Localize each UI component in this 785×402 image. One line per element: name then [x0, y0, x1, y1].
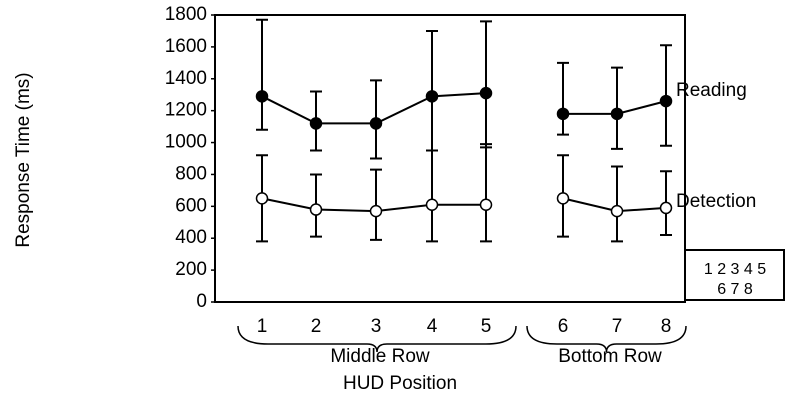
series-label: Reading	[676, 80, 747, 101]
series-line	[261, 197, 667, 213]
error-bar	[557, 61, 569, 136]
x-tick-label: 8	[661, 316, 672, 337]
series-label: Detection	[676, 191, 756, 212]
marker	[309, 117, 323, 130]
plot-frame	[214, 14, 686, 303]
y-tick-label: 200	[175, 259, 207, 280]
x-axis-label: HUD Position	[343, 373, 457, 394]
marker	[255, 192, 269, 205]
marker	[309, 203, 323, 216]
x-tick-label: 1	[257, 316, 268, 337]
marker	[610, 107, 624, 121]
marker	[556, 192, 570, 205]
error-bar	[370, 168, 382, 241]
y-tick-label: 1200	[165, 100, 207, 121]
x-tick-label: 4	[427, 316, 438, 337]
marker	[610, 204, 624, 218]
inset-box	[684, 249, 785, 301]
marker	[255, 90, 269, 103]
error-bar	[480, 143, 492, 243]
y-tick-label: 1800	[165, 4, 207, 25]
x-tick-label: 6	[558, 316, 569, 337]
series-line	[261, 92, 667, 125]
x-tick-label: 5	[481, 316, 492, 337]
marker	[659, 201, 673, 215]
marker	[479, 86, 493, 100]
y-tick-label: 600	[175, 195, 207, 216]
group-label: Bottom Row	[558, 346, 662, 367]
marker	[425, 90, 439, 103]
error-bar	[256, 18, 268, 131]
y-tick-label: 1000	[165, 132, 207, 153]
error-bar	[611, 165, 623, 243]
error-bar	[480, 20, 492, 149]
y-tick-label: 0	[196, 291, 207, 312]
error-bar	[426, 149, 438, 243]
marker	[479, 198, 493, 211]
group-brace	[237, 325, 517, 353]
x-tick-label: 7	[612, 316, 623, 337]
marker	[425, 198, 439, 211]
marker	[369, 117, 383, 130]
x-tick-label: 3	[371, 316, 382, 337]
y-tick-label: 1600	[165, 36, 207, 57]
marker	[659, 94, 673, 108]
group-brace	[526, 325, 687, 353]
inset-text: 6 7 8	[717, 281, 753, 298]
marker	[369, 204, 383, 218]
y-tick-label: 800	[175, 163, 207, 184]
y-tick-label: 400	[175, 227, 207, 248]
group-label: Middle Row	[330, 346, 430, 367]
inset-text: 1 2 3 4 5	[704, 261, 766, 278]
marker	[556, 107, 570, 121]
y-tick-label: 1400	[165, 68, 207, 89]
x-tick-label: 2	[311, 316, 322, 337]
y-axis-label: Response Time (ms)	[13, 72, 34, 247]
